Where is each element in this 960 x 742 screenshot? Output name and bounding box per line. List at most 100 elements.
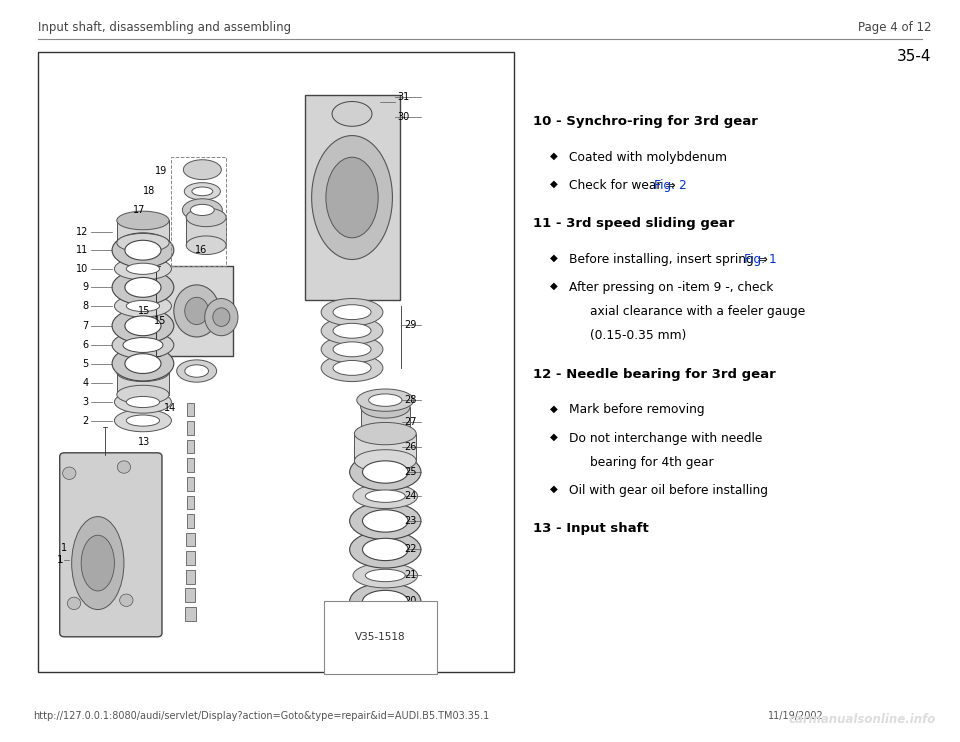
Bar — [117, 220, 169, 243]
Ellipse shape — [322, 317, 383, 344]
Text: Fig. 2: Fig. 2 — [654, 179, 687, 192]
Ellipse shape — [123, 338, 163, 352]
Ellipse shape — [322, 354, 383, 381]
Ellipse shape — [127, 396, 159, 407]
Ellipse shape — [177, 360, 217, 382]
Ellipse shape — [363, 538, 408, 561]
Ellipse shape — [112, 347, 174, 381]
Text: 31: 31 — [397, 91, 409, 102]
Ellipse shape — [125, 278, 161, 298]
Bar — [38, 52, 514, 672]
Text: ◆: ◆ — [550, 404, 558, 413]
Text: 5: 5 — [82, 358, 88, 369]
Ellipse shape — [174, 285, 220, 337]
Text: 29: 29 — [404, 320, 417, 329]
Text: 14: 14 — [164, 403, 177, 413]
Text: 30: 30 — [397, 112, 409, 122]
Bar — [186, 421, 194, 435]
Ellipse shape — [322, 298, 383, 326]
Text: ◆: ◆ — [550, 253, 558, 263]
Text: Coated with molybdenum: Coated with molybdenum — [569, 151, 728, 164]
Ellipse shape — [333, 324, 371, 338]
Ellipse shape — [363, 510, 408, 532]
Text: 8: 8 — [83, 301, 88, 311]
Ellipse shape — [72, 516, 124, 610]
Bar — [186, 403, 194, 416]
Text: 1: 1 — [57, 555, 63, 565]
Text: After pressing on -item 9 -, check: After pressing on -item 9 -, check — [569, 281, 774, 295]
Text: 19: 19 — [155, 166, 167, 176]
Text: 9: 9 — [83, 283, 88, 292]
Text: 10 - Synchro-ring for 3rd gear: 10 - Synchro-ring for 3rd gear — [533, 115, 757, 128]
Text: 15: 15 — [155, 316, 167, 326]
Bar — [304, 95, 399, 300]
Text: ◆: ◆ — [550, 432, 558, 441]
Text: 23: 23 — [404, 516, 417, 526]
Ellipse shape — [322, 335, 383, 363]
Text: 22: 22 — [404, 545, 417, 554]
Text: 12: 12 — [76, 226, 88, 237]
Bar — [185, 607, 196, 621]
Ellipse shape — [354, 422, 417, 444]
Ellipse shape — [117, 211, 169, 230]
Bar — [354, 433, 417, 461]
Text: 4: 4 — [83, 378, 88, 388]
Text: Check for wear ⇒: Check for wear ⇒ — [569, 179, 680, 192]
Bar — [186, 551, 195, 565]
Bar — [185, 570, 195, 583]
Text: 7: 7 — [82, 321, 88, 331]
Ellipse shape — [363, 591, 408, 613]
Ellipse shape — [114, 295, 172, 317]
Ellipse shape — [125, 354, 161, 373]
Ellipse shape — [67, 597, 81, 610]
Text: 27: 27 — [404, 418, 417, 427]
Text: 11: 11 — [76, 245, 88, 255]
Bar — [361, 407, 410, 438]
Ellipse shape — [114, 391, 172, 413]
Ellipse shape — [62, 467, 76, 479]
Bar — [117, 372, 169, 395]
Ellipse shape — [366, 490, 405, 502]
Ellipse shape — [357, 389, 414, 411]
Text: carmanualsonline.info: carmanualsonline.info — [788, 712, 936, 726]
Ellipse shape — [184, 183, 221, 200]
Ellipse shape — [117, 461, 131, 473]
Text: ◆: ◆ — [550, 484, 558, 493]
Text: 18: 18 — [143, 186, 155, 197]
Ellipse shape — [117, 363, 169, 381]
Text: 10: 10 — [76, 264, 88, 274]
Text: 1: 1 — [60, 542, 67, 553]
Text: Page 4 of 12: Page 4 of 12 — [857, 21, 931, 34]
Text: Mark before removing: Mark before removing — [569, 404, 705, 416]
Ellipse shape — [325, 157, 378, 238]
Bar — [186, 459, 194, 472]
Bar — [186, 496, 194, 509]
Text: 6: 6 — [83, 340, 88, 350]
Text: 16: 16 — [195, 245, 207, 255]
Ellipse shape — [182, 199, 223, 221]
Ellipse shape — [184, 365, 208, 377]
Ellipse shape — [349, 453, 420, 490]
Ellipse shape — [349, 502, 420, 539]
Ellipse shape — [332, 102, 372, 126]
Bar — [186, 533, 195, 546]
Text: 15: 15 — [137, 306, 150, 316]
Bar — [159, 266, 233, 355]
Ellipse shape — [183, 160, 222, 180]
Bar — [186, 514, 194, 528]
Ellipse shape — [186, 236, 227, 255]
Text: 11 - 3rd speed sliding gear: 11 - 3rd speed sliding gear — [533, 217, 734, 231]
Bar — [185, 588, 196, 602]
Text: 2: 2 — [82, 416, 88, 426]
Bar — [172, 157, 227, 266]
Ellipse shape — [112, 309, 174, 343]
Text: Fig. 1: Fig. 1 — [744, 253, 777, 266]
Ellipse shape — [361, 395, 410, 418]
Text: ◆: ◆ — [550, 151, 558, 160]
Text: V35-1518: V35-1518 — [355, 632, 406, 643]
Text: 12 - Needle bearing for 3rd gear: 12 - Needle bearing for 3rd gear — [533, 368, 776, 381]
Ellipse shape — [349, 531, 420, 568]
Ellipse shape — [192, 187, 213, 196]
Ellipse shape — [333, 342, 371, 357]
Text: 20: 20 — [404, 597, 417, 606]
